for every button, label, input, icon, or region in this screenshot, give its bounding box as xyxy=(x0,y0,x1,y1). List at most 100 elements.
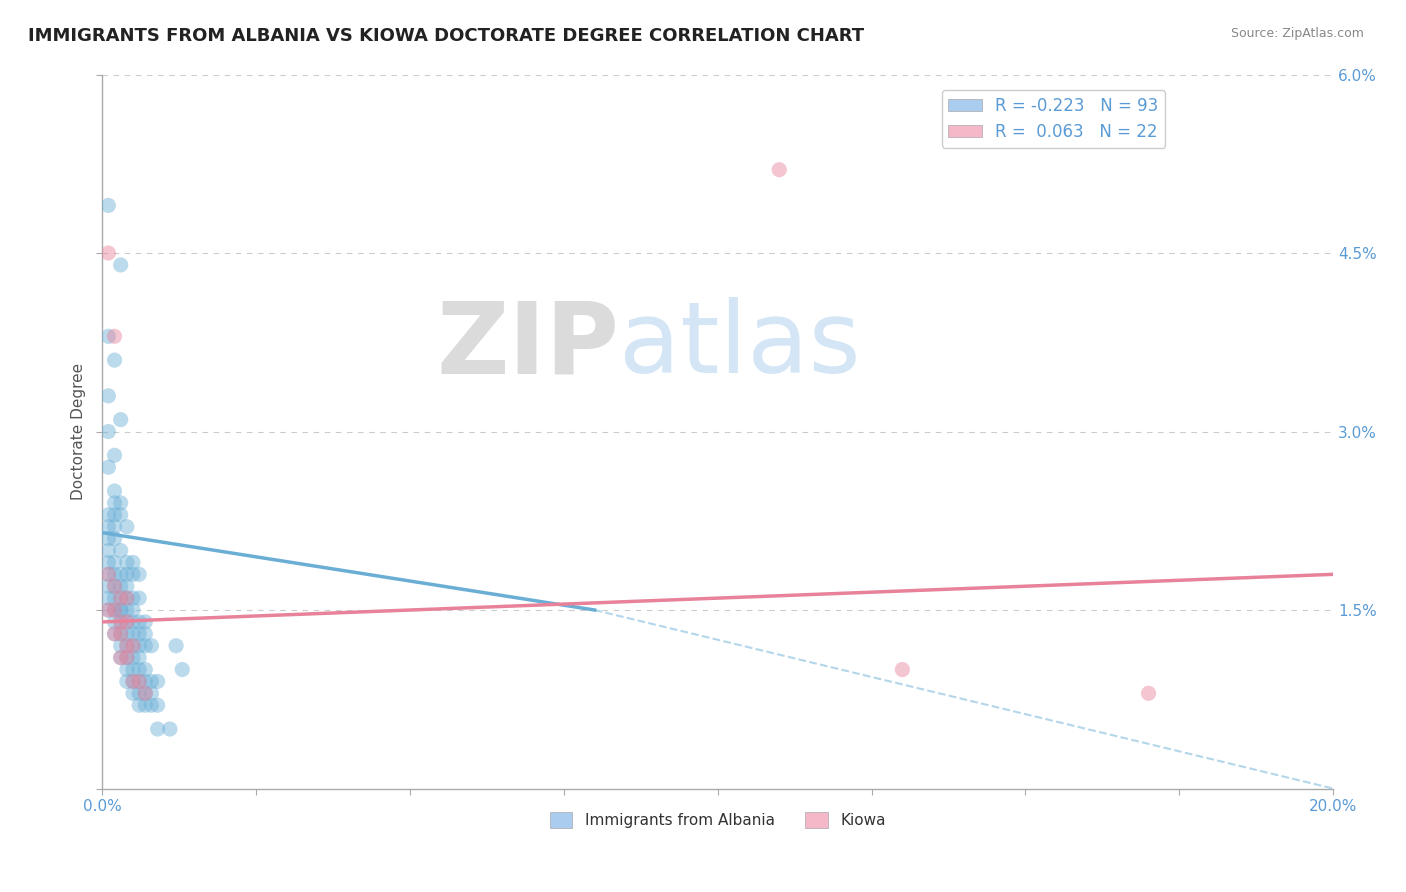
Point xyxy=(115,674,138,689)
Point xyxy=(115,650,138,665)
Point xyxy=(122,674,145,689)
Point xyxy=(110,639,132,653)
Point xyxy=(115,627,138,641)
Point xyxy=(110,615,132,629)
Point xyxy=(128,627,150,641)
Point xyxy=(134,686,156,700)
Point xyxy=(115,615,138,629)
Point xyxy=(128,674,150,689)
Point xyxy=(172,663,194,677)
Point xyxy=(97,543,120,558)
Point xyxy=(103,496,125,510)
Point xyxy=(110,591,132,606)
Point xyxy=(103,579,125,593)
Point xyxy=(115,639,138,653)
Point xyxy=(134,674,156,689)
Point xyxy=(97,425,120,439)
Point xyxy=(97,519,120,533)
Point xyxy=(134,686,156,700)
Point xyxy=(97,508,120,522)
Point xyxy=(103,329,125,343)
Text: Source: ZipAtlas.com: Source: ZipAtlas.com xyxy=(1230,27,1364,40)
Point xyxy=(103,519,125,533)
Point xyxy=(110,650,132,665)
Point xyxy=(115,591,138,606)
Point xyxy=(122,603,145,617)
Point xyxy=(141,639,163,653)
Point xyxy=(122,567,145,582)
Point xyxy=(97,532,120,546)
Point xyxy=(103,448,125,462)
Point xyxy=(146,674,169,689)
Point xyxy=(103,627,125,641)
Point xyxy=(122,615,145,629)
Point xyxy=(110,591,132,606)
Text: atlas: atlas xyxy=(619,297,860,394)
Point xyxy=(110,650,132,665)
Point xyxy=(122,639,145,653)
Point xyxy=(122,556,145,570)
Point xyxy=(110,603,132,617)
Point xyxy=(110,615,132,629)
Point xyxy=(115,603,138,617)
Point xyxy=(115,556,138,570)
Point xyxy=(110,496,132,510)
Text: IMMIGRANTS FROM ALBANIA VS KIOWA DOCTORATE DEGREE CORRELATION CHART: IMMIGRANTS FROM ALBANIA VS KIOWA DOCTORA… xyxy=(28,27,865,45)
Point xyxy=(110,579,132,593)
Point xyxy=(115,650,138,665)
Point xyxy=(97,329,120,343)
Point xyxy=(103,591,125,606)
Point xyxy=(146,722,169,736)
Point xyxy=(110,567,132,582)
Point xyxy=(97,246,120,260)
Point xyxy=(128,639,150,653)
Point xyxy=(103,532,125,546)
Point xyxy=(115,663,138,677)
Point xyxy=(122,686,145,700)
Point xyxy=(146,698,169,713)
Point xyxy=(103,556,125,570)
Point xyxy=(97,603,120,617)
Point xyxy=(128,698,150,713)
Point xyxy=(115,615,138,629)
Legend: Immigrants from Albania, Kiowa: Immigrants from Albania, Kiowa xyxy=(544,806,891,834)
Point xyxy=(97,567,120,582)
Point xyxy=(141,698,163,713)
Point xyxy=(128,686,150,700)
Point xyxy=(159,722,181,736)
Point xyxy=(122,591,145,606)
Point xyxy=(128,567,150,582)
Point xyxy=(122,639,145,653)
Point xyxy=(134,639,156,653)
Point xyxy=(97,198,120,212)
Point xyxy=(110,412,132,426)
Point xyxy=(1137,686,1160,700)
Point xyxy=(122,650,145,665)
Point xyxy=(768,162,790,177)
Point xyxy=(110,258,132,272)
Point xyxy=(128,591,150,606)
Point xyxy=(103,483,125,498)
Point xyxy=(103,579,125,593)
Y-axis label: Doctorate Degree: Doctorate Degree xyxy=(72,363,86,500)
Text: ZIP: ZIP xyxy=(436,297,619,394)
Point xyxy=(110,627,132,641)
Point xyxy=(110,508,132,522)
Point xyxy=(103,508,125,522)
Point xyxy=(115,579,138,593)
Point xyxy=(103,567,125,582)
Point xyxy=(97,591,120,606)
Point xyxy=(110,603,132,617)
Point xyxy=(110,543,132,558)
Point xyxy=(165,639,187,653)
Point xyxy=(122,663,145,677)
Point xyxy=(103,603,125,617)
Point xyxy=(134,698,156,713)
Point xyxy=(128,615,150,629)
Point xyxy=(103,615,125,629)
Point xyxy=(97,567,120,582)
Point xyxy=(891,663,914,677)
Point xyxy=(134,615,156,629)
Point xyxy=(115,591,138,606)
Point xyxy=(134,663,156,677)
